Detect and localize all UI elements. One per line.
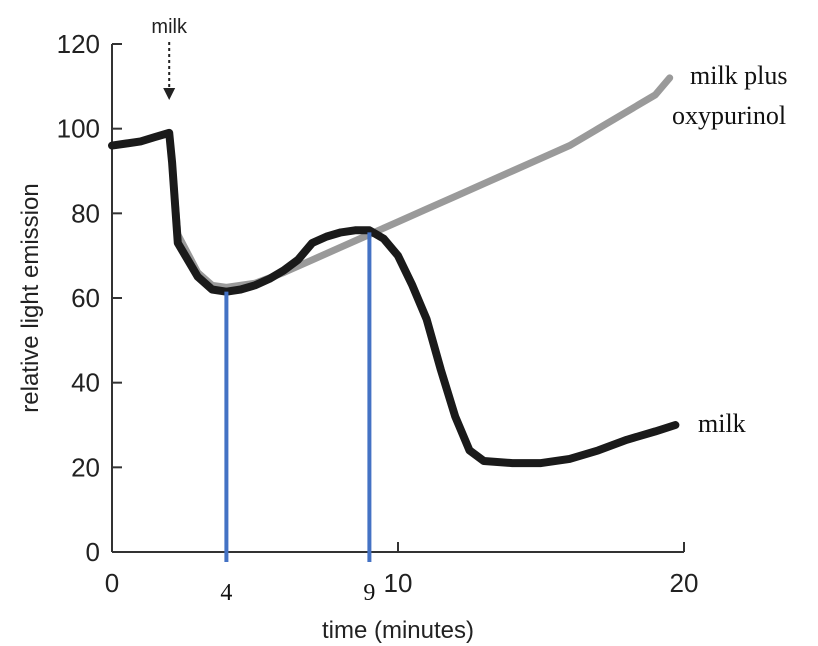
y-tick-label: 80 (71, 198, 100, 228)
series-line-milk-plus-oxypurinol (108, 74, 674, 291)
y-tick-label: 100 (57, 114, 100, 144)
x-tick-label: 0 (105, 568, 119, 598)
marker-label-9: 9 (363, 580, 375, 606)
series-label-milk-plus-oxypurinol: milk plus (690, 61, 788, 90)
y-tick-label: 60 (71, 283, 100, 313)
arrow-label-milk: milk (151, 16, 188, 38)
arrow-head (163, 88, 176, 100)
series-line-milk (108, 128, 680, 468)
y-tick-label: 0 (86, 537, 100, 567)
series-lines (108, 74, 680, 468)
y-axis-title: relative light emission (17, 183, 44, 412)
marker-label-4: 4 (220, 580, 232, 606)
annotations: milk plus oxypurinol milk milk 4 9 (151, 16, 787, 606)
series-label-milk-plus-oxypurinol-line2: oxypurinol (672, 101, 786, 130)
x-axis-title: time (minutes) (322, 617, 474, 644)
x-tick-label: 10 (384, 568, 413, 598)
y-tick-label: 120 (57, 29, 100, 59)
y-tick-label: 20 (71, 452, 100, 482)
y-tick-label: 40 (71, 368, 100, 398)
series-label-milk: milk (698, 409, 746, 438)
x-tick-label: 20 (670, 568, 699, 598)
axes: 0 20 40 60 80 100 120 0 10 20 time (minutes) relati… (17, 29, 698, 644)
